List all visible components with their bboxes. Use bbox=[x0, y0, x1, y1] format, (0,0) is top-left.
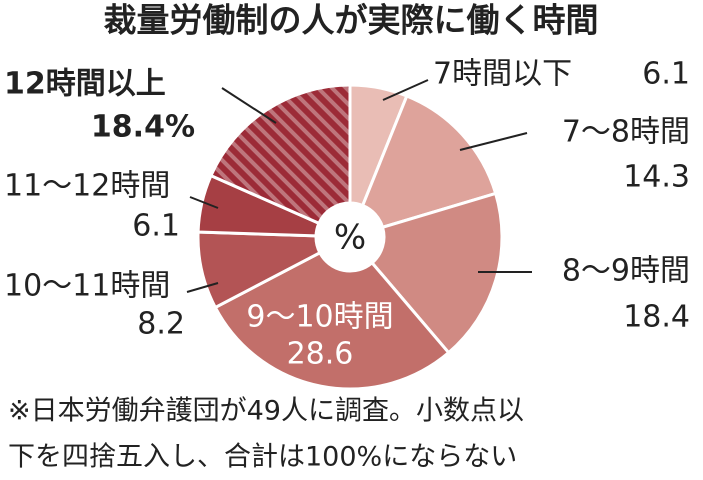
leader-line bbox=[186, 282, 219, 293]
value-label: 18.4 bbox=[623, 300, 690, 335]
hatch-line bbox=[302, 85, 350, 224]
wedge bbox=[360, 94, 498, 230]
hatch-line bbox=[210, 85, 324, 224]
value-label: 6.1 bbox=[642, 57, 690, 92]
category-label: 7〜8時間 bbox=[562, 115, 690, 150]
value-label: 18.4% bbox=[91, 110, 195, 145]
leader-line bbox=[382, 79, 429, 101]
category-label: 10〜11時間 bbox=[4, 269, 170, 304]
leader-line bbox=[189, 196, 219, 209]
category-label: 8〜9時間 bbox=[562, 254, 690, 289]
category-label: 9〜10時間 bbox=[246, 300, 393, 335]
hatch-line bbox=[274, 85, 350, 224]
wedge bbox=[369, 191, 504, 355]
chart-title: 裁量労働制の人が実際に働く時間 bbox=[104, 1, 599, 40]
value-label: 6.1 bbox=[132, 209, 180, 244]
hatch-line bbox=[210, 85, 350, 224]
footnote: ※日本労働弁護団が49人に調査。小数点以 bbox=[8, 396, 524, 427]
leader-line bbox=[459, 132, 528, 151]
hatch-line bbox=[210, 85, 350, 224]
value-label: 28.6 bbox=[287, 337, 354, 372]
wedge bbox=[213, 250, 451, 391]
footnote: 下を四捨五入し、合計は100%にならない bbox=[8, 442, 517, 473]
wedge bbox=[208, 83, 352, 226]
category-label: 11〜12時間 bbox=[4, 169, 170, 204]
category-label: 12時間以上 bbox=[4, 67, 166, 102]
hatch-line bbox=[288, 85, 350, 224]
hatch-line bbox=[210, 85, 338, 224]
category-label: 7時間以下 bbox=[433, 57, 572, 92]
center-label: % bbox=[334, 218, 366, 258]
value-label: 14.3 bbox=[623, 160, 690, 195]
value-label: 8.2 bbox=[137, 307, 185, 342]
leader-line bbox=[221, 87, 277, 124]
